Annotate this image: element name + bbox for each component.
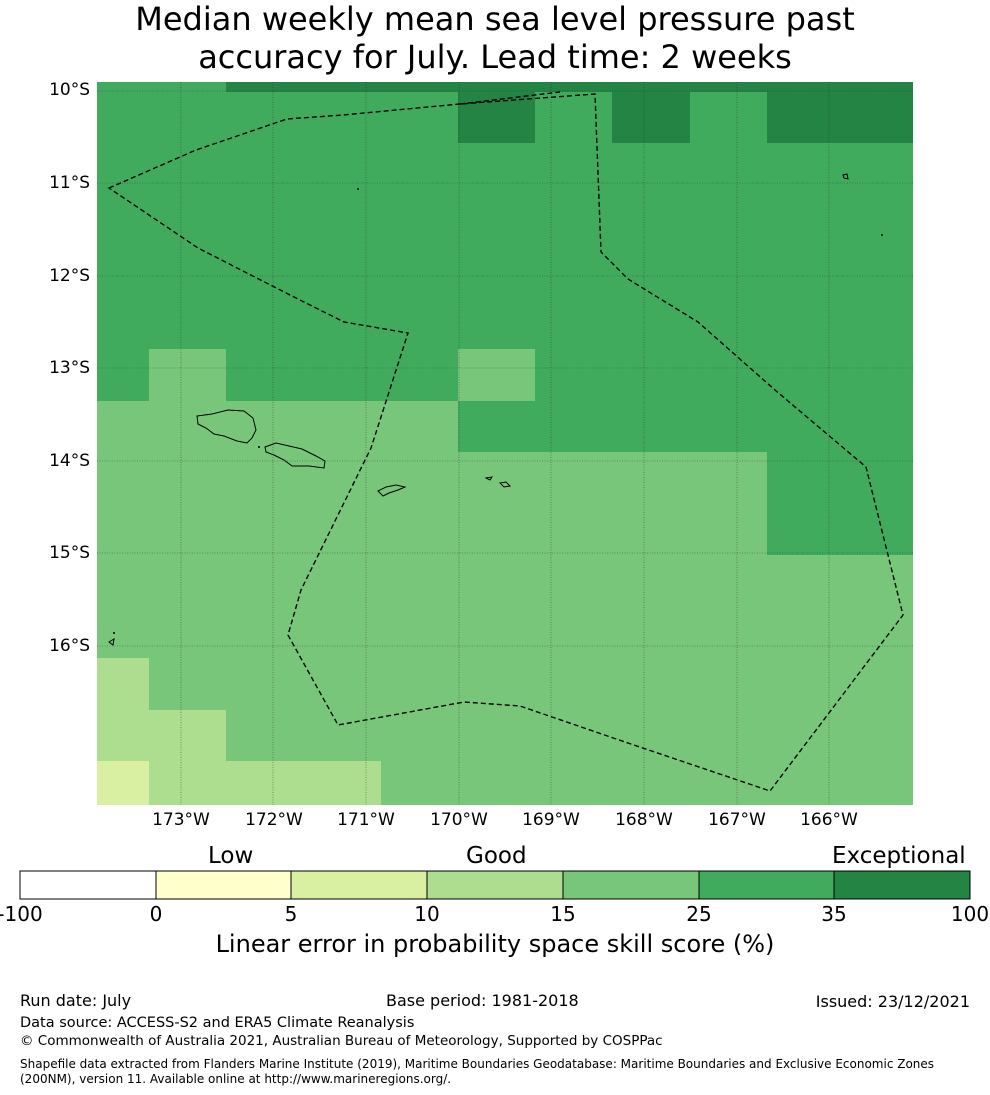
colorbar-segment [155,870,292,900]
cell-10-15 [226,761,381,805]
cell-35-100 [612,92,690,143]
eez-boundary [107,91,904,792]
lon-label: 166°W [800,810,858,830]
cell-5-10 [97,761,149,805]
colorbar-tick: -100 [0,902,43,926]
colorbar-tick: 35 [821,902,847,926]
cell-15-25 [149,349,226,401]
cell-15-25 [458,349,535,401]
title-line-2: accuracy for July. Lead time: 2 weeks [198,38,792,76]
island-manua [498,481,512,488]
lon-label: 169°W [522,810,580,830]
island-small-west [108,638,115,646]
lat-label: 14°S [49,451,90,471]
cell-35-100 [458,92,535,143]
island-savaii [196,409,257,444]
lon-label: 171°W [337,810,395,830]
colorbar-segment [698,870,835,900]
run-date: Run date: July [20,991,132,1010]
colorbar-tick: 0 [149,902,163,926]
island-dots [113,188,883,634]
colorbar-label: Linear error in probability space skill … [215,930,775,958]
lon-label: 170°W [430,810,488,830]
colorbar-tick: 15 [550,902,576,926]
lon-label: 172°W [245,810,303,830]
copyright: © Commonwealth of Australia 2021, Austra… [20,1033,663,1049]
cell-35-100 [226,82,913,92]
islands [108,173,849,646]
island-small-ne [842,173,849,180]
cell-15-25 [458,452,767,805]
cell-10-15 [97,658,149,761]
colorbar [19,870,971,900]
colorbar-segment [426,870,564,900]
colorbar-tick: 25 [686,902,712,926]
category-good: Good [466,843,527,869]
category-exceptional: Exceptional [832,843,966,869]
cell-35-100 [767,92,913,143]
cell-10-15 [149,710,226,805]
island-tutuila [377,484,407,497]
island-ofu [484,476,494,481]
lon-label: 168°W [615,810,673,830]
lat-label: 16°S [49,636,90,656]
gridlines [97,82,913,805]
issued-date: Issued: 23/12/2021 [815,992,970,1011]
map-title: Median weekly mean sea level pressure pa… [0,0,990,76]
data-source: Data source: ACCESS-S2 and ERA5 Climate … [20,1015,415,1031]
colorbar-segment [833,870,971,900]
lon-label: 167°W [708,810,766,830]
colorbar-tick: 100 [950,902,990,926]
colorbar-segment [562,870,700,900]
colorbar-tick: 10 [414,902,440,926]
shapefile-credit: Shapefile data extracted from Flanders M… [20,1057,935,1086]
colorbar-tick: 5 [284,902,298,926]
category-low: Low [208,843,254,869]
lat-label: 12°S [49,266,90,286]
lat-label: 10°S [49,80,90,100]
island-upolu [264,442,326,469]
skill-grid [97,82,913,805]
base-period: Base period: 1981-2018 [386,991,579,1010]
lat-label: 13°S [49,358,90,378]
title-line-1: Median weekly mean sea level pressure pa… [135,0,855,38]
lon-label: 173°W [152,810,210,830]
colorbar-segment [19,870,157,900]
cell-15-25 [767,555,913,805]
lat-label: 15°S [49,543,90,563]
colorbar-segment [290,870,428,900]
lat-label: 11°S [49,173,90,193]
